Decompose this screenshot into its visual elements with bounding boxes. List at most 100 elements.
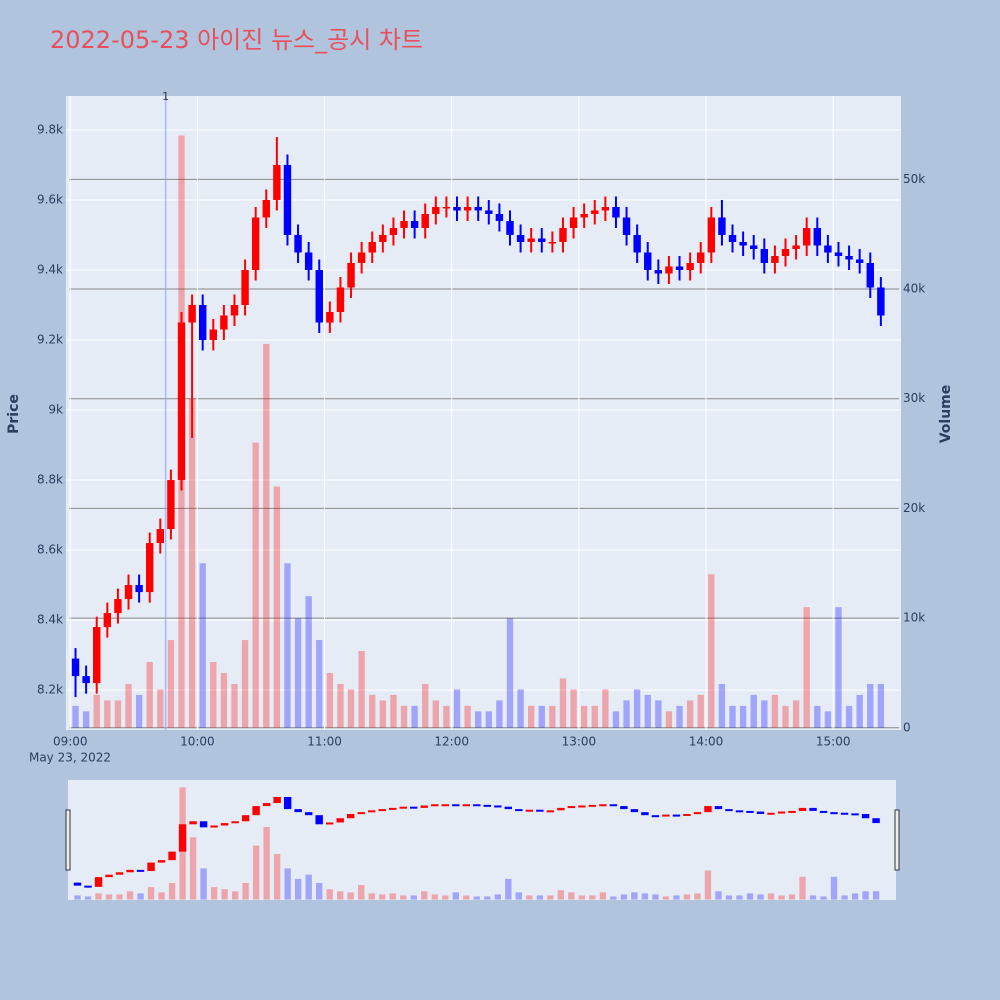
y-tick-label: 8.8k [37,473,63,487]
slider-volume-bar [347,892,354,900]
slider-candle [241,815,250,822]
x-tick-label: 13:00 [562,735,597,749]
slider-candle [830,812,838,815]
slider-candle [620,806,628,810]
slider-volume-bar [631,892,638,900]
slider-candle [809,807,817,811]
slider-candle [357,812,365,815]
candle-body [495,213,504,221]
slider-volume-bar [620,894,628,900]
slider-volume-bar [694,893,701,900]
slider-volume-bar [778,895,785,900]
candle-body [294,234,302,253]
volume-bar [390,694,397,728]
slider-candle [410,806,418,809]
volume-bar [633,689,641,728]
slider-volume-bar [158,892,165,900]
candle-body [453,206,461,211]
slider-volume-bar [410,895,417,900]
candle-body [103,613,112,628]
slider-candle [283,796,292,810]
slider-volume-bar [526,895,533,900]
slider-volume-bar [210,887,218,900]
y-tick-label: 8.6k [37,543,63,557]
candle-body [357,252,366,263]
y-tick-label: 9.4k [37,262,63,276]
slider-volume-bar [704,870,712,900]
range-slider[interactable] [68,780,896,900]
x-tick-label: 09:00 [53,735,88,749]
volume-bar [655,700,662,728]
slider-volume-bar [872,891,880,900]
slider-volume-bar [337,891,344,900]
candle-body [347,262,355,288]
slider-candle [262,803,271,807]
slider-candle [746,810,754,813]
candle-body [612,206,620,218]
volume-bar [220,672,228,728]
slider-volume-bar [368,893,375,900]
candle-body [251,217,260,270]
slider-candle [210,825,218,828]
slider-volume-bar [578,895,586,900]
volume-bar [125,683,132,728]
volume-bar [485,711,492,728]
range-handle[interactable] [894,809,900,871]
candle-body [156,529,165,544]
volume-bar [877,683,885,728]
candle-body [262,199,270,218]
slider-volume-bar [379,894,386,900]
candle-body [591,210,599,214]
volume-bar [443,705,450,728]
volume-bar [337,683,344,728]
candle-body [474,206,482,211]
slider-volume-bar [536,895,544,900]
volume-bar [686,700,694,728]
candle-body [273,164,281,200]
candle-body [538,238,546,242]
candle-body [506,220,514,235]
candle-body [845,255,853,260]
volume-bar [570,689,577,728]
x-date-label: May 23, 2022 [29,751,111,765]
candle-body [622,217,631,235]
slider-candle [819,810,828,813]
range-handle[interactable] [65,809,71,871]
y2-tick-label: 20k [903,501,925,515]
volume-bar [528,705,535,728]
volume-bar [803,607,810,728]
volume-bar [422,683,429,728]
slider-candle [735,810,744,813]
slider-volume-bar [189,837,197,900]
candle-body [644,252,652,270]
slider-volume-bar [662,896,670,900]
slider-volume-bar [263,826,270,900]
y2-tick-label: 10k [903,611,925,625]
volume-bar [835,607,842,728]
slider-volume-bar [652,894,659,900]
candle-body [421,213,429,228]
volume-bar [867,683,874,728]
slider-candle [630,809,639,813]
candle-body [654,269,663,274]
slider-volume-bar [305,874,312,900]
slider-volume-bar [557,890,565,900]
candle-body [114,599,122,614]
slider-volume-bar [494,894,501,900]
volume-bar [188,398,196,728]
candle-body [813,227,821,246]
slider-candle [704,806,712,813]
slider-candle [504,806,513,810]
slider-candle [714,806,723,810]
slider-candle [462,804,470,807]
candle-body [771,255,779,263]
candle-body [760,248,769,263]
slider-volume-bar [421,891,428,900]
slider-volume-bar [683,894,691,900]
slider-candle [578,805,586,808]
slider-candle [641,812,649,816]
volume-bar [210,661,217,728]
candle-body [802,227,811,246]
slider-volume-bar [452,892,459,900]
candle-body [739,241,747,246]
